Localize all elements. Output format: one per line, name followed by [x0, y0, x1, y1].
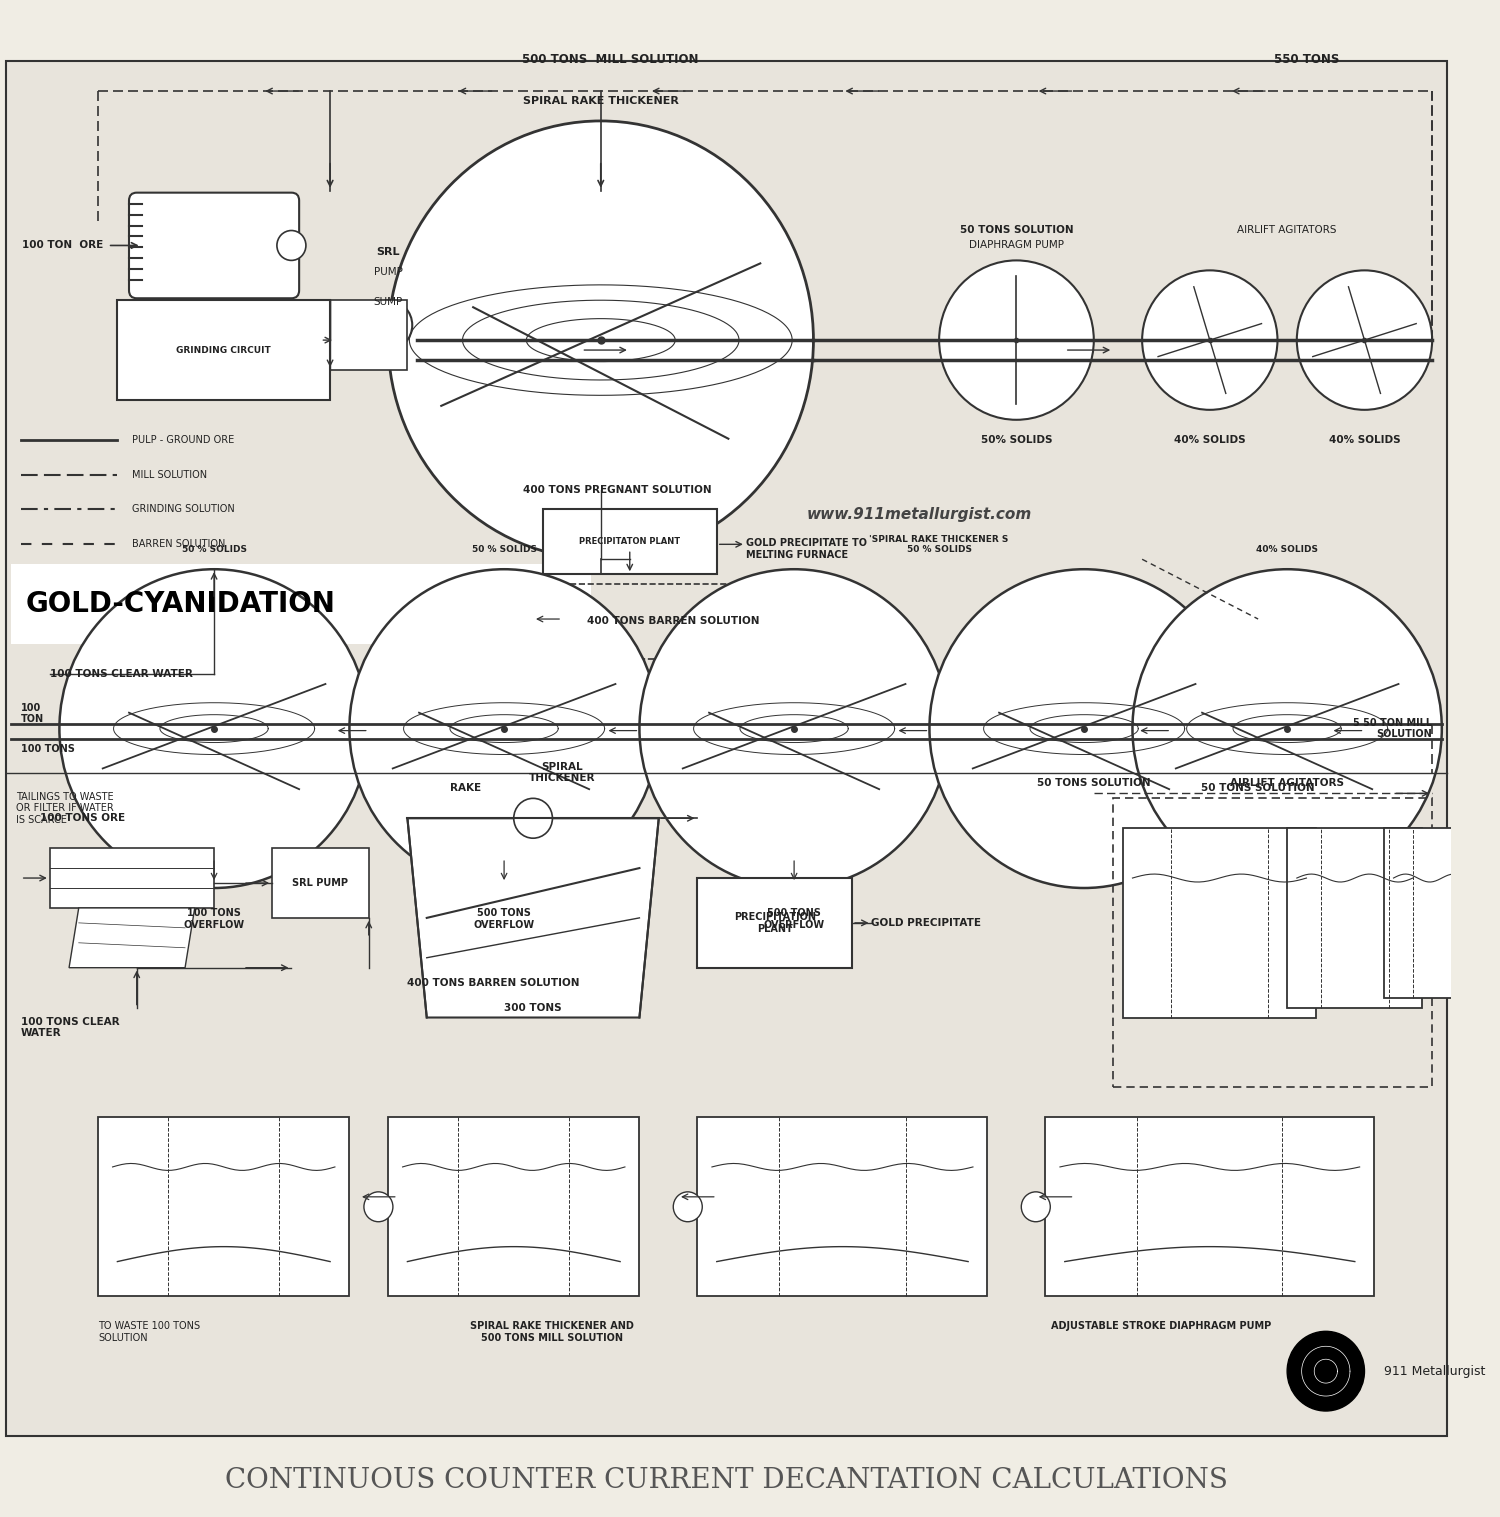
Text: PRECIPITATON PLANT: PRECIPITATON PLANT — [579, 537, 681, 546]
Circle shape — [639, 569, 950, 887]
FancyBboxPatch shape — [543, 510, 717, 575]
Text: CONTINUOUS COUNTER CURRENT DECANTATION CALCULATIONS: CONTINUOUS COUNTER CURRENT DECANTATION C… — [225, 1467, 1228, 1494]
Text: ADJUSTABLE STROKE DIAPHRAGM PUMP: ADJUSTABLE STROKE DIAPHRAGM PUMP — [1052, 1321, 1272, 1332]
Circle shape — [364, 300, 413, 350]
Text: 50 % SOLIDS: 50 % SOLIDS — [182, 545, 246, 554]
Circle shape — [1142, 270, 1278, 410]
Text: 400 TONS BARREN SOLUTION: 400 TONS BARREN SOLUTION — [586, 616, 759, 627]
Circle shape — [939, 261, 1094, 420]
Text: GRINDING SOLUTION: GRINDING SOLUTION — [132, 505, 234, 514]
Text: SRL: SRL — [376, 247, 400, 258]
Text: TAILINGS TO WASTE
OR FILTER IF WATER
IS SCARCE: TAILINGS TO WASTE OR FILTER IF WATER IS … — [16, 792, 114, 825]
Text: 100
TON: 100 TON — [21, 702, 44, 725]
Text: TO WASTE 100 TONS
SOLUTION: TO WASTE 100 TONS SOLUTION — [98, 1321, 200, 1343]
Text: 50 TONS SOLUTION: 50 TONS SOLUTION — [960, 226, 1074, 235]
FancyBboxPatch shape — [1124, 828, 1316, 1018]
FancyBboxPatch shape — [1287, 828, 1422, 1007]
Circle shape — [674, 1192, 702, 1221]
Circle shape — [514, 798, 552, 839]
Circle shape — [278, 231, 306, 261]
FancyBboxPatch shape — [117, 300, 330, 400]
Text: 40% SOLIDS: 40% SOLIDS — [1256, 545, 1318, 554]
Text: GOLD-CYANIDATION: GOLD-CYANIDATION — [26, 590, 336, 617]
FancyBboxPatch shape — [1384, 828, 1500, 998]
FancyBboxPatch shape — [272, 848, 369, 918]
Text: SPIRAL
THICKENER: SPIRAL THICKENER — [530, 762, 596, 783]
Text: GOLD PRECIPITATE TO
MELTING FURNACE: GOLD PRECIPITATE TO MELTING FURNACE — [746, 539, 867, 560]
Text: MILL SOLUTION: MILL SOLUTION — [132, 470, 207, 479]
Circle shape — [350, 569, 658, 887]
Text: SPIRAL RAKE THICKENER AND
500 TONS MILL SOLUTION: SPIRAL RAKE THICKENER AND 500 TONS MILL … — [471, 1321, 634, 1343]
Text: 100 TONS: 100 TONS — [21, 743, 75, 754]
Text: 100 TONS
OVERFLOW: 100 TONS OVERFLOW — [183, 909, 244, 930]
Circle shape — [364, 1192, 393, 1221]
FancyBboxPatch shape — [330, 300, 408, 370]
Circle shape — [1022, 1192, 1050, 1221]
Polygon shape — [408, 818, 658, 1018]
Circle shape — [1298, 270, 1432, 410]
Text: SRL PUMP: SRL PUMP — [292, 878, 348, 887]
Circle shape — [1132, 569, 1442, 887]
Text: 50 % SOLIDS: 50 % SOLIDS — [471, 545, 537, 554]
FancyBboxPatch shape — [10, 564, 591, 643]
Text: 500 TONS  MILL SOLUTION: 500 TONS MILL SOLUTION — [522, 53, 699, 67]
Text: AIRLIFT AGITATORS: AIRLIFT AGITATORS — [1230, 778, 1344, 789]
FancyBboxPatch shape — [698, 878, 852, 968]
Circle shape — [930, 569, 1239, 887]
Text: PRECIPITATION
PLANT: PRECIPITATION PLANT — [734, 912, 816, 933]
Text: 40% SOLIDS: 40% SOLIDS — [1174, 435, 1245, 444]
Text: 100 TONS ORE: 100 TONS ORE — [40, 813, 125, 824]
FancyBboxPatch shape — [1046, 1117, 1374, 1297]
Text: 100 TONS CLEAR WATER: 100 TONS CLEAR WATER — [50, 669, 192, 678]
Text: RAKE: RAKE — [450, 783, 482, 793]
FancyBboxPatch shape — [6, 61, 1446, 1437]
Text: 40% SOLIDS: 40% SOLIDS — [1329, 435, 1401, 444]
Text: PULP - GROUND ORE: PULP - GROUND ORE — [132, 435, 234, 444]
Text: GRINDING CIRCUIT: GRINDING CIRCUIT — [177, 346, 272, 355]
Text: SPIRAL RAKE THICKENER: SPIRAL RAKE THICKENER — [524, 96, 678, 106]
Text: AIRLIFT AGITATORS: AIRLIFT AGITATORS — [1238, 226, 1336, 235]
Circle shape — [388, 121, 813, 560]
Text: 50% SOLIDS: 50% SOLIDS — [981, 435, 1052, 444]
Circle shape — [60, 569, 369, 887]
Text: GOLD PRECIPITATE: GOLD PRECIPITATE — [871, 918, 981, 928]
Text: 500 TONS
OVERFLOW: 500 TONS OVERFLOW — [474, 909, 534, 930]
Text: 50 TONS SOLUTION: 50 TONS SOLUTION — [1036, 778, 1150, 789]
Text: 'SPIRAL RAKE THICKENER S
50 % SOLIDS: 'SPIRAL RAKE THICKENER S 50 % SOLIDS — [870, 536, 1010, 554]
Text: BARREN SOLUTION: BARREN SOLUTION — [132, 540, 225, 549]
Text: 5 50 TON MILL
SOLUTION: 5 50 TON MILL SOLUTION — [1353, 718, 1432, 739]
Text: 400 TONS BARREN SOLUTION: 400 TONS BARREN SOLUTION — [408, 977, 580, 988]
Text: 500 TONS
OVERFLOW: 500 TONS OVERFLOW — [764, 909, 825, 930]
Text: 911 Metallurgist: 911 Metallurgist — [1384, 1365, 1485, 1377]
FancyBboxPatch shape — [698, 1117, 987, 1297]
Text: 300 TONS: 300 TONS — [504, 1003, 562, 1012]
FancyBboxPatch shape — [98, 1117, 350, 1297]
Polygon shape — [50, 848, 214, 909]
Text: 550 TONS: 550 TONS — [1274, 53, 1340, 67]
Polygon shape — [69, 909, 195, 968]
FancyBboxPatch shape — [129, 193, 298, 299]
Text: www.911metallurgist.com: www.911metallurgist.com — [807, 507, 1032, 522]
Text: SUMP: SUMP — [374, 297, 402, 308]
FancyBboxPatch shape — [388, 1117, 639, 1297]
Text: PUMP: PUMP — [374, 267, 402, 278]
Text: 400 TONS PREGNANT SOLUTION: 400 TONS PREGNANT SOLUTION — [524, 484, 712, 495]
Text: 50 TONS SOLUTION: 50 TONS SOLUTION — [1202, 783, 1316, 793]
Circle shape — [1287, 1332, 1365, 1411]
Text: 100 TON  ORE: 100 TON ORE — [21, 241, 104, 250]
Text: DIAPHRAGM PUMP: DIAPHRAGM PUMP — [969, 241, 1064, 250]
Text: 100 TONS CLEAR
WATER: 100 TONS CLEAR WATER — [21, 1016, 120, 1038]
